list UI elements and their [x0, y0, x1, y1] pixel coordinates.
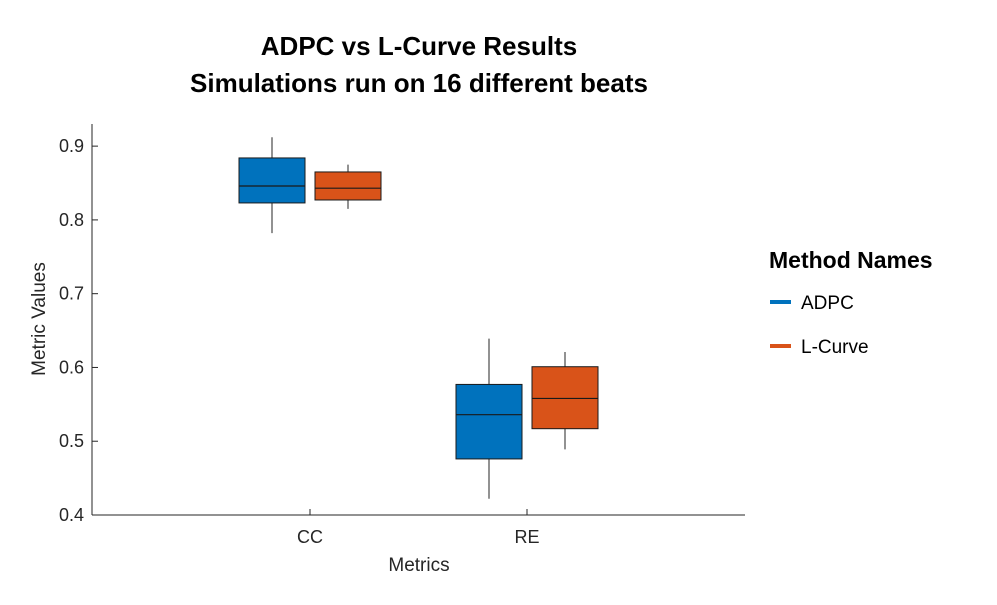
chart-title-line-1: ADPC vs L-Curve Results	[261, 31, 577, 61]
legend-label-l-curve: L-Curve	[801, 337, 869, 358]
x-axis-ticks: CC RE	[297, 509, 540, 547]
y-tick-label: 0.6	[59, 357, 84, 377]
box-l-curve-re	[531, 351, 599, 450]
legend: Method Names ADPC L-Curve	[769, 247, 933, 358]
y-tick-label: 0.9	[59, 136, 84, 156]
chart-title-line-2: Simulations run on 16 different beats	[190, 68, 648, 98]
box-l-curve-cc	[314, 164, 382, 209]
y-tick-label: 0.7	[59, 284, 84, 304]
x-axis-label: Metrics	[388, 555, 449, 576]
box-adpc-re	[455, 338, 523, 499]
x-tick-label: CC	[297, 527, 323, 547]
box-adpc-cc	[238, 137, 306, 234]
y-tick-label: 0.4	[59, 505, 84, 525]
y-axis-label: Metric Values	[29, 262, 50, 376]
legend-title: Method Names	[769, 247, 933, 273]
box-series	[238, 137, 599, 499]
y-axis-ticks: 0.4 0.5 0.6 0.7 0.8 0.9	[59, 136, 98, 525]
box-body	[531, 366, 599, 430]
legend-label-adpc: ADPC	[801, 293, 854, 314]
box-body	[314, 171, 382, 201]
x-tick-label: RE	[514, 527, 539, 547]
y-tick-label: 0.8	[59, 210, 84, 230]
legend-items: ADPC L-Curve	[770, 293, 869, 358]
box-body	[238, 157, 306, 204]
y-tick-label: 0.5	[59, 431, 84, 451]
box-body	[455, 383, 523, 460]
